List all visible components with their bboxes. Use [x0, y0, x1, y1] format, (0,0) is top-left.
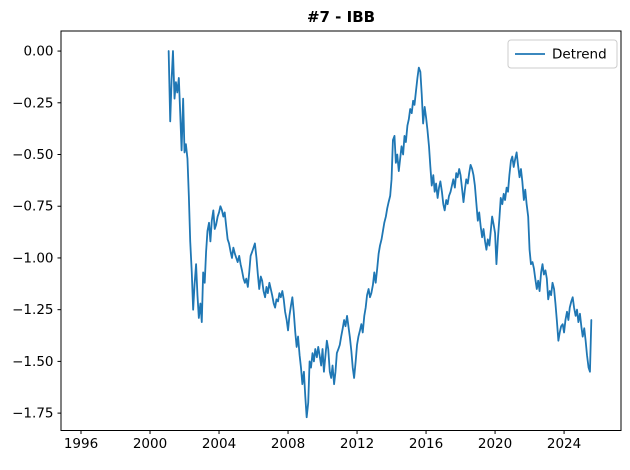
legend-box [507, 39, 618, 69]
y-tick-label: −1.50 [12, 354, 53, 370]
legend: Detrend [507, 39, 618, 69]
x-tick-label: 2024 [547, 436, 581, 452]
legend-label: Detrend [552, 47, 607, 63]
x-tick-label: 2000 [133, 436, 167, 452]
x-tick-label: 1996 [64, 436, 98, 452]
y-tick-label: −0.25 [12, 95, 53, 111]
x-tick-label: 2020 [478, 436, 512, 452]
y-tick-label: −1.25 [12, 302, 53, 318]
chart-title: #7 - IBB [307, 8, 375, 26]
y-tick-label: −1.00 [12, 250, 53, 266]
axes: 1996 2000 2004 2008 2012 2016 2020 2024 0.00 −0.2… [12, 30, 622, 452]
plot-border [60, 30, 622, 431]
y-tick-label: 0.00 [23, 44, 53, 60]
x-tick-label: 2012 [340, 436, 374, 452]
x-tick-label: 2016 [409, 436, 443, 452]
y-tick-label: −0.75 [12, 199, 53, 215]
x-tick-label: 2004 [202, 436, 236, 452]
detrend-line-series [167, 50, 593, 419]
y-tick-label: −1.75 [12, 406, 53, 422]
detrend-line-path [167, 50, 593, 419]
y-tick-label: −0.50 [12, 147, 53, 163]
x-tick-label: 2008 [271, 436, 305, 452]
